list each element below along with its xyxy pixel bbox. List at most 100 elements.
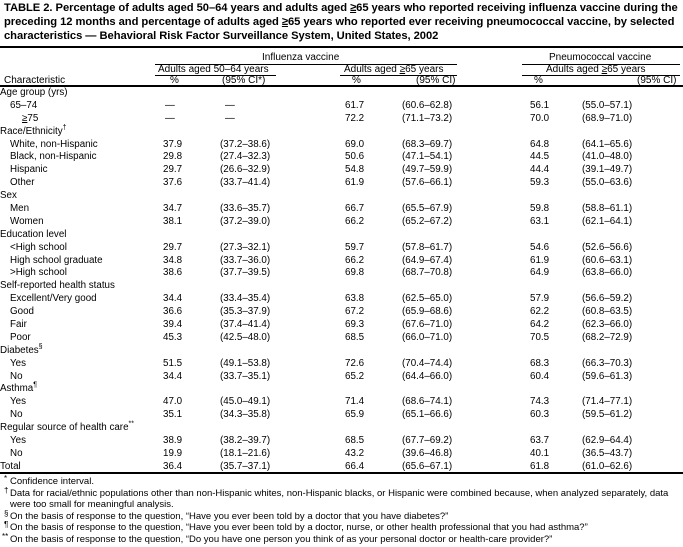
row-label-text: Poor: [10, 331, 31, 343]
flu-50-64-ci: (33.7–35.1): [220, 370, 271, 382]
row-label: Education level: [0, 229, 163, 242]
row-label: No: [0, 448, 163, 461]
pneumo-65-pct: 63.7: [530, 435, 550, 447]
flu-50-64-pct: 47.0: [163, 396, 183, 408]
pneumo-65-ci: (56.6–59.2): [582, 293, 633, 305]
pneumo-65-pct: [530, 126, 582, 139]
footnotes: * Confidence interval. † Data for racial/et…: [0, 474, 683, 546]
flu-50-64-pct: 34.4: [163, 370, 183, 382]
footnote-text: On the basis of response to the question…: [10, 510, 449, 522]
flu-50-64-pct: 51.5: [163, 357, 183, 369]
group-heading-row: Sex: [0, 190, 683, 203]
flu-65-ci: [402, 229, 530, 242]
flu-50-64-pct: 29.7: [163, 164, 183, 176]
row-label: High school graduate: [0, 255, 163, 268]
table-row: No 34.4 (33.7–35.1) 65.2 (64.4–66.0) 60.4 (59.…: [0, 371, 683, 384]
pneumo-65-ci: [582, 383, 683, 396]
pneumo-65-ci: [582, 190, 683, 203]
flu-50-64-ci: —: [225, 99, 235, 111]
flu-65-pct: 68.5: [345, 331, 365, 343]
row-label-text: Women: [10, 215, 44, 227]
flu-50-64-ci: [220, 126, 345, 139]
flu-65-ci: (65.6–67.1): [402, 460, 453, 472]
flu-50-64-pct: 37.6: [163, 177, 183, 189]
flu-65-ci: (68.3–69.7): [402, 138, 453, 150]
group-heading-row: Education level: [0, 229, 683, 242]
pneumo-65-ci: (41.0–48.0): [582, 151, 633, 163]
flu-65-pct: [345, 126, 402, 139]
pneumo-65-ci: (55.0–57.1): [582, 99, 633, 111]
flu-65-pct: 69.0: [345, 138, 365, 150]
row-label-text: Total: [0, 460, 21, 472]
pneumo-65-ci: [582, 87, 683, 100]
pneumo-65-pct: 44.5: [530, 151, 550, 163]
row-label-text: Yes: [10, 396, 26, 408]
flu-50-64-ci: (26.6–32.9): [220, 164, 271, 176]
pneumo-65-ci: (66.3–70.3): [582, 357, 633, 369]
header-ci-3: (95% CI): [637, 75, 677, 86]
pneumo-65-ci: [582, 126, 683, 139]
footnote-text: On the basis of response to the question…: [10, 522, 588, 534]
flu-50-64-ci: [220, 383, 345, 396]
row-label: Men: [0, 203, 163, 216]
flu-65-pct: 66.7: [345, 203, 365, 215]
header-group-50-64: Adults aged 50–64 years: [158, 64, 269, 75]
flu-65-ci: [402, 190, 530, 203]
pneumo-65-pct: 60.3: [530, 409, 550, 421]
flu-65-ci: (64.9–67.4): [402, 254, 453, 266]
pneumo-65-pct: [530, 229, 582, 242]
flu-50-64-ci: [220, 345, 345, 358]
row-label: Total: [0, 461, 163, 474]
flu-65-pct: 72.2: [345, 112, 365, 124]
flu-65-ci: (47.1–54.1): [402, 151, 453, 163]
pneumo-65-ci: (39.1–49.7): [582, 164, 633, 176]
pneumococcal-underline: [522, 64, 680, 65]
flu-65-ci: (68.6–74.1): [402, 396, 453, 408]
footnote-text: Confidence interval.: [10, 476, 94, 487]
flu-50-64-pct: [163, 229, 220, 242]
row-label: Race/Ethnicity†: [0, 124, 163, 139]
flu-65-pct: 66.2: [345, 215, 365, 227]
flu-50-64-ci: (33.7–36.0): [220, 254, 271, 266]
header-influenza: Influenza vaccine: [262, 52, 340, 63]
pneumo-65-ci: (52.6–56.6): [582, 241, 633, 253]
flu-50-64-pct: [163, 87, 220, 100]
pneumo-65-pct: 54.6: [530, 241, 550, 253]
flu-65-ci: (39.6–46.8): [402, 447, 453, 459]
row-label: Good: [0, 306, 163, 319]
row-label-text: Regular source of health care: [0, 422, 129, 434]
flu-65-pct: 65.2: [345, 370, 365, 382]
row-label-text: Men: [10, 203, 30, 215]
flu-50-64-pct: 37.9: [163, 138, 183, 150]
pneumo-65-ci: (55.0–63.6): [582, 177, 633, 189]
row-label-symbol: ≥: [22, 112, 28, 124]
table-row: White, non-Hispanic 37.9 (37.2–38.6) 69.0 (6…: [0, 139, 683, 152]
header-pct-2: %: [352, 75, 361, 86]
row-label-text: Black, non-Hispanic: [10, 151, 97, 163]
flu-65-ci: [402, 87, 530, 100]
row-label-text: <High school: [10, 241, 67, 253]
pneumo-65-ci: (71.4–77.1): [582, 396, 633, 408]
table-row: ≥75— —72.2 (71.1–73.2) 70.0 (68.9–71.0): [0, 113, 683, 126]
footnote: * Confidence interval.: [0, 474, 683, 488]
footnote-mark: *: [4, 474, 8, 483]
flu-65-pct: 54.8: [345, 164, 365, 176]
flu-65-ci: [402, 422, 530, 435]
pneumo-65-ci: (36.5–43.7): [582, 447, 633, 459]
flu-50-64-pct: [163, 383, 220, 396]
row-label: Yes: [0, 396, 163, 409]
footnote-marker: ¶: [33, 382, 37, 390]
row-label: Black, non-Hispanic: [0, 151, 163, 164]
pneumo-65-ci: (63.8–66.0): [582, 267, 633, 279]
flu-65-pct: [345, 87, 402, 100]
row-label: White, non-Hispanic: [0, 139, 163, 152]
table-row: <High school 29.7 (27.3–32.1) 59.7 (57.8–61.…: [0, 242, 683, 255]
row-label: Self-reported health status: [0, 280, 163, 293]
pneumo-65-pct: [530, 280, 582, 293]
flu-50-64-ci: (45.0–49.1): [220, 396, 271, 408]
row-label-text: >High school: [10, 267, 67, 279]
flu-65-pct: [345, 229, 402, 242]
pneumo-65-pct: 64.9: [530, 267, 550, 279]
row-label-text: Good: [10, 306, 34, 318]
row-label: Hispanic: [0, 164, 163, 177]
